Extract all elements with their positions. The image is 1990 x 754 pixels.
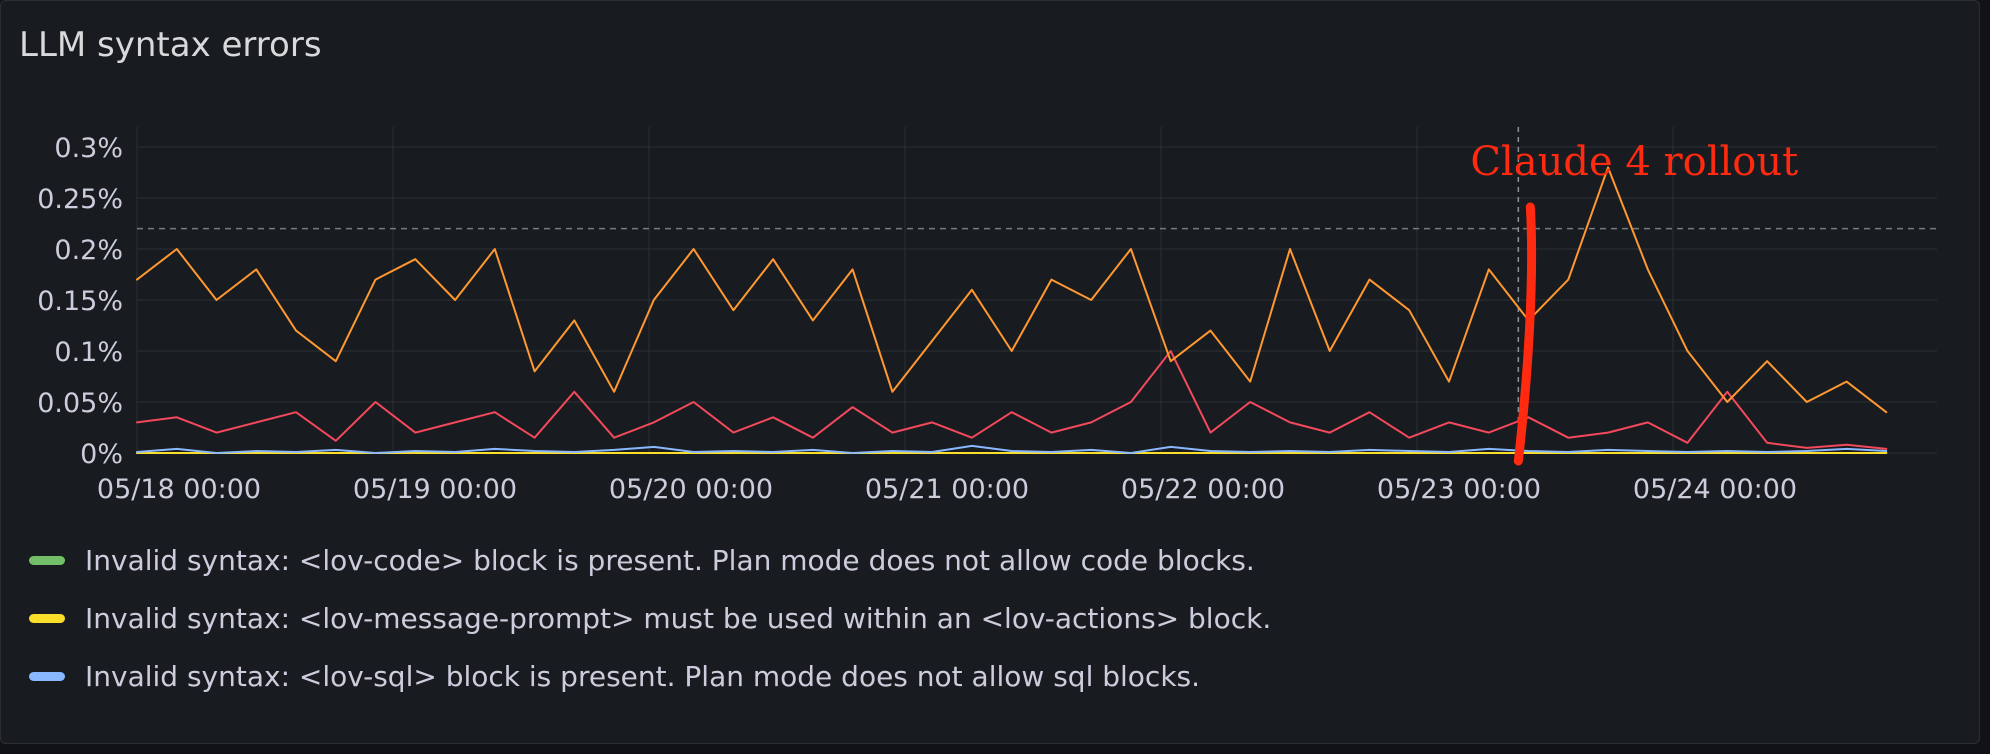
y-tick-label: 0.2% xyxy=(54,235,123,266)
legend-color-swatch xyxy=(29,613,65,623)
chart-grid xyxy=(136,127,1937,454)
x-axis: 05/18 00:00 05/19 00:00 05/20 00:00 05/21 0… xyxy=(97,474,1797,505)
legend-label: Invalid syntax: <lov-message-prompt> mus… xyxy=(85,601,1272,635)
legend-label: Invalid syntax: <lov-code> block is pres… xyxy=(85,543,1255,577)
y-tick-label: 0.1% xyxy=(54,337,123,368)
series-line-4 xyxy=(136,166,1888,414)
y-tick-label: 0.15% xyxy=(37,286,123,317)
y-tick-label: 0% xyxy=(80,439,123,470)
legend-item[interactable]: Invalid syntax: <lov-sql> block is prese… xyxy=(29,647,1949,705)
x-tick-label: 05/20 00:00 xyxy=(609,474,773,505)
legend-item[interactable]: Invalid syntax: Both <lov-code> and <lov… xyxy=(29,705,1949,720)
legend-label: Invalid syntax: <lov-sql> block is prese… xyxy=(85,659,1201,693)
x-tick-label: 05/24 00:00 xyxy=(1633,474,1797,505)
panel-title: LLM syntax errors xyxy=(19,25,322,65)
x-tick-label: 05/18 00:00 xyxy=(97,474,261,505)
legend-label: Invalid syntax: Both <lov-code> and <lov… xyxy=(85,718,1387,720)
series-line-3 xyxy=(136,350,1888,450)
legend-color-swatch xyxy=(29,555,65,565)
annotation-label: Claude 4 rollout xyxy=(1470,139,1798,185)
series-line-2 xyxy=(136,444,1888,454)
annotation-marker-stroke xyxy=(1513,202,1537,466)
y-tick-label: 0.25% xyxy=(37,184,123,215)
y-tick-label: 0.05% xyxy=(37,388,123,419)
legend-item[interactable]: Invalid syntax: <lov-message-prompt> mus… xyxy=(29,589,1949,647)
x-tick-label: 05/19 00:00 xyxy=(353,474,517,505)
x-tick-label: 05/23 00:00 xyxy=(1377,474,1541,505)
x-tick-label: 05/22 00:00 xyxy=(1121,474,1285,505)
y-tick-label: 0.3% xyxy=(54,133,123,164)
line-chart: 0% 0.05% 0.1% 0.15% 0.2% 0.25% 0.3% 05/18 00:0… xyxy=(37,127,1937,505)
x-tick-label: 05/21 00:00 xyxy=(865,474,1029,505)
chart-legend: Invalid syntax: <lov-code> block is pres… xyxy=(29,531,1949,719)
series-layer xyxy=(136,166,1888,454)
y-axis: 0% 0.05% 0.1% 0.15% 0.2% 0.25% 0.3% xyxy=(37,133,123,470)
legend-color-swatch xyxy=(29,671,65,681)
legend-item[interactable]: Invalid syntax: <lov-code> block is pres… xyxy=(29,531,1949,589)
